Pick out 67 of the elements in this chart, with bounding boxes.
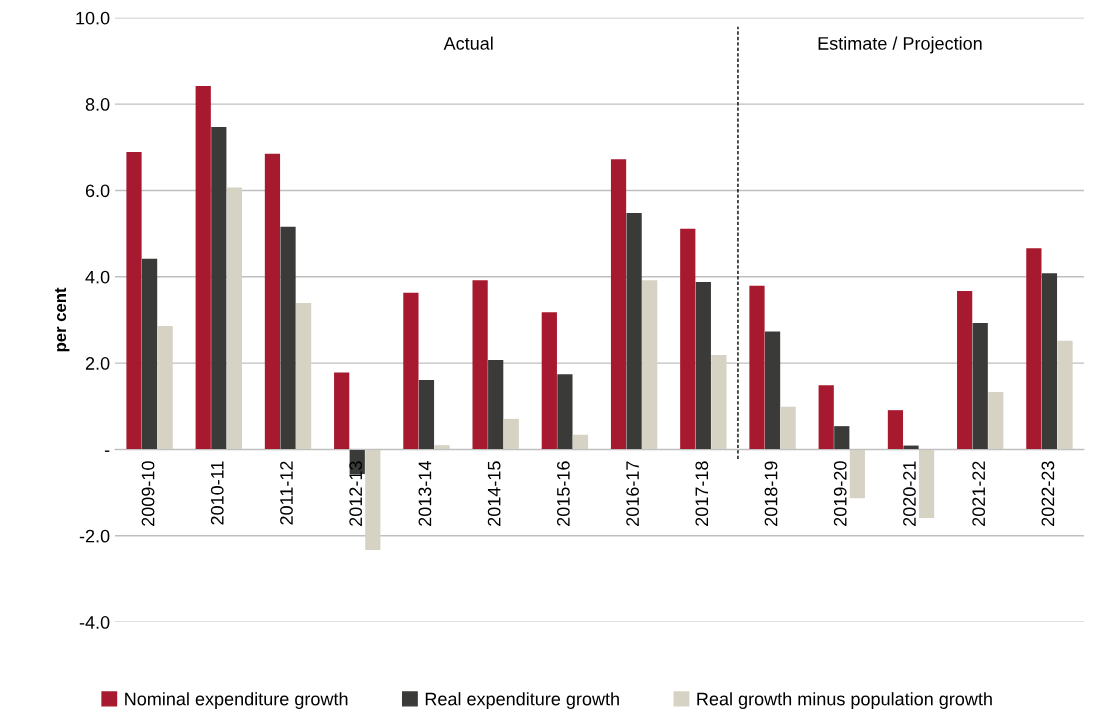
bar	[334, 372, 350, 450]
bar	[295, 303, 312, 450]
bar	[541, 312, 557, 450]
y-tick-label: -4.0	[79, 616, 110, 629]
bar	[418, 379, 435, 450]
bar	[503, 418, 519, 450]
legend-label: Nominal expenditure growth	[125, 692, 348, 709]
x-tick-label: 2021-22	[972, 461, 986, 526]
x-tick-label: 2018-19	[764, 461, 778, 526]
bar	[157, 325, 173, 450]
bar	[1026, 248, 1042, 450]
annotation: Estimate / Projection	[818, 36, 982, 54]
x-tick-label: 2013-14	[418, 461, 432, 526]
y-tick-label: 10.0	[76, 11, 110, 25]
bar	[780, 406, 796, 450]
x-tick-label: 2010-11	[210, 461, 224, 525]
y-tick-label: 4.0	[85, 270, 110, 284]
bar	[749, 285, 765, 450]
annotation: Actual	[443, 36, 493, 50]
bar	[141, 258, 158, 450]
x-tick-label: 2019-20	[833, 461, 847, 526]
x-tick-label: 2014-15	[487, 461, 501, 526]
y-axis-title: per cent	[55, 287, 70, 352]
x-tick-label: 2011-12	[280, 461, 293, 525]
bar	[126, 152, 142, 450]
bar	[642, 280, 658, 450]
y-tick-label: -	[104, 450, 110, 452]
x-tick-label: 2020-21	[903, 461, 916, 526]
bar	[226, 187, 242, 450]
bar	[434, 445, 450, 450]
y-tick-label: 6.0	[85, 184, 110, 198]
bar	[610, 159, 627, 450]
legend-label: Real growth minus population growth	[697, 692, 992, 709]
bar	[403, 292, 419, 450]
bar	[695, 281, 711, 450]
x-tick-label: 2015-16	[556, 461, 570, 526]
bar	[849, 449, 865, 499]
bar	[557, 374, 573, 450]
bar	[211, 126, 227, 450]
bar	[1057, 340, 1073, 450]
y-tick-label: 8.0	[85, 98, 110, 111]
bar	[572, 434, 589, 450]
x-tick-label: 2022-23	[1041, 461, 1055, 526]
bar	[988, 392, 1004, 450]
bar	[365, 449, 381, 551]
bar	[626, 212, 642, 450]
bar	[918, 449, 935, 519]
legend-label: Real expenditure growth	[425, 692, 619, 709]
y-tick-label: 2.0	[85, 357, 110, 370]
bar	[472, 280, 488, 450]
x-tick-label: 2017-18	[695, 461, 709, 526]
bar	[972, 322, 988, 450]
bar	[764, 331, 781, 450]
bar	[834, 426, 850, 450]
bar	[680, 228, 696, 450]
bar	[711, 354, 727, 450]
bar	[488, 360, 504, 450]
bar	[1041, 273, 1058, 450]
bar	[818, 385, 834, 450]
bar	[887, 410, 904, 450]
bar	[264, 153, 281, 450]
x-tick-label: 2009-10	[141, 461, 155, 526]
x-tick-label: 2016-17	[626, 461, 639, 526]
bar	[195, 85, 211, 450]
y-tick-label: -2.0	[79, 529, 110, 543]
bar	[957, 291, 973, 450]
bar	[280, 226, 296, 450]
